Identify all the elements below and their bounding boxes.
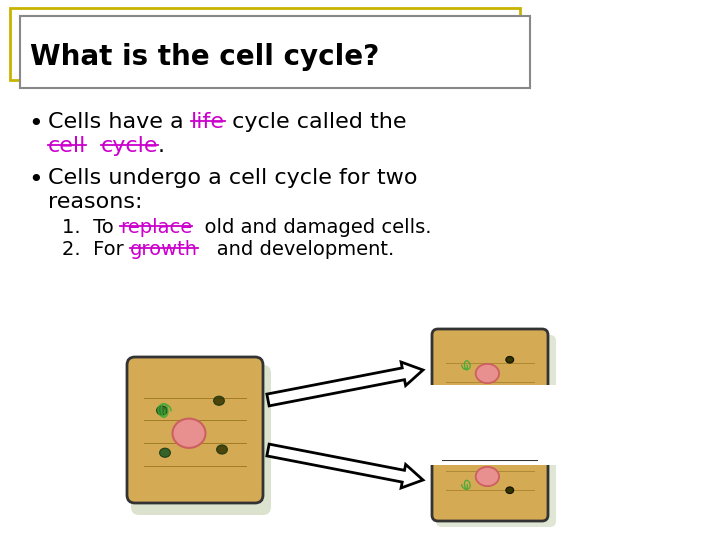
Bar [10,8,520,80]
Bar [20,16,530,88]
FancyBboxPatch shape [432,399,548,521]
FancyBboxPatch shape [131,365,271,515]
Ellipse shape [476,364,499,383]
FancyArrow shape [267,362,423,406]
FancyBboxPatch shape [127,357,263,503]
Text: growth: growth [130,240,198,259]
Ellipse shape [157,406,167,415]
Text: 2.  For: 2. For [62,240,130,259]
Text: cell: cell [48,136,86,156]
Ellipse shape [506,487,513,494]
Text: and development.: and development. [198,240,395,259]
Text: •: • [28,112,42,136]
Text: cycle called the: cycle called the [225,112,406,132]
Text: What is the cell cycle?: What is the cell cycle? [30,43,379,71]
Text: •: • [28,168,42,192]
Bar [418,390,562,465]
Ellipse shape [160,448,171,457]
Bar [418,385,562,460]
FancyArrow shape [267,444,423,488]
FancyBboxPatch shape [432,329,548,451]
FancyBboxPatch shape [436,405,556,527]
Text: replace: replace [120,218,192,237]
Ellipse shape [217,445,228,454]
Text: old and damaged cells.: old and damaged cells. [192,218,432,237]
Ellipse shape [214,396,225,406]
Text: reasons:: reasons: [48,192,143,212]
Text: Cells have a: Cells have a [48,112,191,132]
FancyBboxPatch shape [436,335,556,457]
Text: .: . [158,136,165,156]
Text: cycle: cycle [101,136,158,156]
Ellipse shape [173,418,205,448]
Ellipse shape [506,356,513,363]
Text: 1.  To: 1. To [62,218,120,237]
Text: Cells undergo a cell cycle for two: Cells undergo a cell cycle for two [48,168,418,188]
Text: life: life [191,112,225,132]
Ellipse shape [476,467,499,486]
